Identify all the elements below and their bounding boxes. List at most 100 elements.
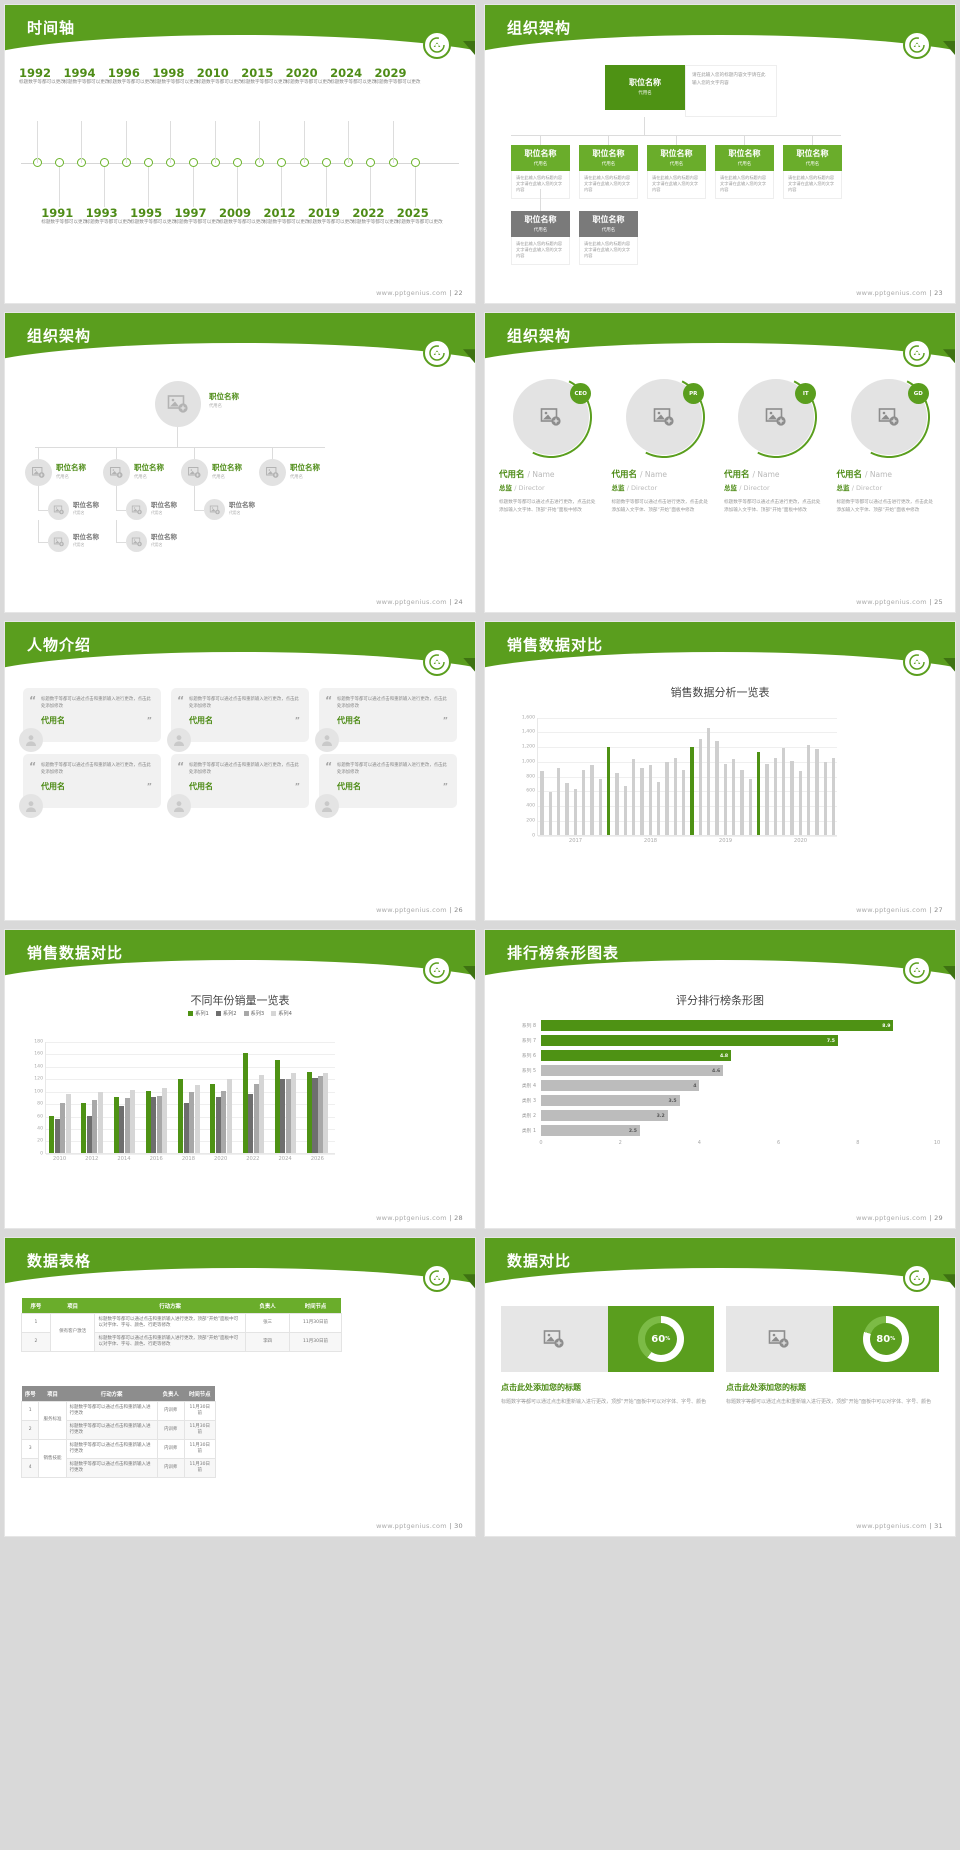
timeline-item-bottom[interactable]: 2019 标题数字等都可以更改 — [308, 207, 370, 226]
table-row[interactable]: 4 标题数字等都可以通过点击和重新输入进行更改 内训师 11月30日前 — [20, 1458, 216, 1479]
org-avatar[interactable] — [259, 459, 286, 487]
rank-row[interactable]: 类别 3 3.5 — [507, 1093, 937, 1108]
slide-23[interactable]: 组织架构 www.pptgenius.com | 23 职位名称 代用名 请在此输… — [484, 4, 956, 305]
org-node[interactable]: 职位名称 代用名 请在此输入您的标题内容文字请在此输入您的文字内容 — [579, 145, 638, 199]
image-placeholder[interactable] — [501, 1306, 608, 1373]
legend-item[interactable]: 系列4 — [271, 1010, 292, 1017]
org-avatar[interactable] — [48, 531, 69, 553]
org-avatar[interactable] — [204, 499, 225, 521]
timeline-item-bottom[interactable]: 1991 标题数字等都可以更改 — [41, 207, 103, 226]
timeline-item-bottom[interactable]: 1993 标题数字等都可以更改 — [86, 207, 148, 226]
rank-row[interactable]: 类别 1 2.5 — [507, 1123, 937, 1138]
timeline-dot[interactable] — [188, 158, 198, 167]
slide-25[interactable]: 组织架构 www.pptgenius.com | 25 CEO 代用名 / Na… — [484, 312, 956, 613]
timeline-item-top[interactable]: 1994 标题数字等都可以更改 — [63, 67, 125, 86]
org-node[interactable]: 职位名称 代用名 请在此输入您的标题内容文字请在此输入您的文字内容 — [783, 145, 842, 199]
person-avatar[interactable] — [315, 727, 339, 752]
person-avatar[interactable] — [19, 793, 43, 818]
timeline-dot[interactable] — [410, 158, 420, 167]
timeline-item-bottom[interactable]: 2012 标题数字等都可以更改 — [263, 207, 325, 226]
quote-bubble: “ ” 标题数字等都可以通过点击和重新输入进行更改，点击此处添加修改 代用名 — [319, 753, 457, 808]
org-avatar[interactable] — [126, 531, 147, 553]
person-card[interactable]: “ ” 标题数字等都可以通过点击和重新输入进行更改，点击此处添加修改 代用名 — [167, 753, 309, 818]
timeline-dot[interactable] — [321, 158, 331, 167]
compare-card[interactable]: 60% 点击此处添加您的标题 标题数字等都可以通过点击和重新输入进行更改，顶部“… — [501, 1306, 714, 1407]
slide-29[interactable]: 排行榜条形图表 www.pptgenius.com | 29 评分排行榜条形图 系… — [484, 928, 956, 1230]
team-card[interactable]: PR 代用名 / Name 总监 / Director 标题数字等都可以通过点击… — [612, 365, 717, 515]
timeline-item-top[interactable]: 2029 标题数字等都可以更改 — [375, 67, 437, 86]
table-row[interactable]: 3 销售技能 标题数字等都可以通过点击和重新输入进行更改 内训师 11月30日前 — [20, 1439, 216, 1479]
org-avatar[interactable] — [103, 459, 130, 487]
rank-track: 3.5 — [541, 1093, 937, 1108]
org-avatar[interactable] — [126, 499, 147, 521]
compare-card[interactable]: 80% 点击此处添加您的标题 标题数字等都可以通过点击和重新输入进行更改，顶部“… — [726, 1306, 939, 1407]
org-avatar[interactable] — [181, 459, 208, 487]
rank-row[interactable]: 系列 8 8.9 — [507, 1018, 937, 1033]
x-tick-label: 2026 — [310, 1155, 324, 1162]
timeline-item-bottom[interactable]: 2009 标题数字等都可以更改 — [219, 207, 281, 226]
slide-31[interactable]: 数据对比 www.pptgenius.com | 31 60% 点击此处添加您的… — [484, 1237, 956, 1538]
timeline-stem — [125, 121, 127, 163]
timeline-item-bottom[interactable]: 1997 标题数字等都可以更改 — [175, 207, 237, 226]
legend-item[interactable]: 系列3 — [243, 1010, 264, 1017]
person-card[interactable]: “ ” 标题数字等都可以通过点击和重新输入进行更改，点击此处添加修改 代用名 — [315, 753, 457, 818]
team-card[interactable]: CEO 代用名 / Name 总监 / Director 标题数字等都可以通过点… — [499, 365, 604, 515]
table-row[interactable]: 1 保有客户激活 标题数字等都可以通过点击和重新输入进行更改，顶部“开始”面板中可以… — [21, 1313, 342, 1353]
table-row[interactable]: 2 标题数字等都可以通过点击和重新输入进行更改 内训师 11月30日前 — [20, 1420, 216, 1441]
slide-26[interactable]: 人物介绍 www.pptgenius.com | 26 “ ” 标题数字等都可以… — [4, 620, 476, 921]
timeline-item-top[interactable]: 2015 标题数字等都可以更改 — [241, 67, 303, 86]
gridline — [46, 1041, 335, 1043]
org-avatar[interactable] — [48, 499, 69, 521]
timeline-item-top[interactable]: 1992 标题数字等都可以更改 — [19, 67, 81, 86]
team-card[interactable]: GD 代用名 / Name 总监 / Director 标题数字等都可以通过点击… — [837, 365, 942, 515]
org-root-avatar[interactable] — [155, 381, 201, 428]
slide-30[interactable]: 数据表格 www.pptgenius.com | 30 序号 项目 行动方案 负责人 时间… — [4, 1237, 476, 1538]
person-card[interactable]: “ ” 标题数字等都可以通过点击和重新输入进行更改，点击此处添加修改 代用名 — [315, 687, 457, 752]
slide-24[interactable]: 组织架构 www.pptgenius.com | 24 职位名称 代用名 职位名… — [4, 312, 476, 613]
slide-22[interactable]: 时间轴 www.pptgenius.com | 22 1992 标题数字等都可以… — [4, 4, 476, 305]
timeline-item-bottom[interactable]: 1995 标题数字等都可以更改 — [130, 207, 192, 226]
timeline-dot[interactable] — [99, 158, 109, 167]
rank-row[interactable]: 系列 7 7.5 — [507, 1033, 937, 1048]
rank-row[interactable]: 类别 4 4 — [507, 1078, 937, 1093]
org-node[interactable]: 职位名称 代用名 请在此输入您的标题内容文字请在此输入您的文字内容 — [715, 145, 774, 199]
timeline-dot[interactable] — [277, 158, 287, 167]
timeline-item-top[interactable]: 1996 标题数字等都可以更改 — [108, 67, 170, 86]
person-avatar[interactable] — [19, 727, 43, 752]
legend-item[interactable]: 系列2 — [215, 1010, 237, 1017]
person-avatar[interactable] — [167, 727, 191, 752]
timeline-year: 1993 — [85, 206, 118, 220]
slide-27[interactable]: 销售数据对比 www.pptgenius.com | 27 销售数据分析一览表 0 2… — [484, 620, 956, 921]
timeline-desc: 标题数字等都可以更改 — [330, 80, 377, 86]
image-placeholder[interactable] — [726, 1306, 833, 1373]
person-avatar[interactable] — [315, 793, 339, 818]
org-node-secondary[interactable]: 职位名称 代用名 请在此输入您的标题内容文字请在此输入您的文字内容 — [579, 211, 638, 265]
timeline-dot[interactable] — [55, 158, 65, 167]
timeline-item-top[interactable]: 1998 标题数字等都可以更改 — [152, 67, 214, 86]
table-row[interactable]: 2 标题数字等都可以通过点击和重新输入进行更改，顶部“开始”面板中可以对字体、字号… — [21, 1332, 342, 1353]
person-card[interactable]: “ ” 标题数字等都可以通过点击和重新输入进行更改，点击此处添加修改 代用名 — [19, 687, 161, 752]
slide-28[interactable]: 销售数据对比 www.pptgenius.com | 28 不同年份销量一览表 系列… — [4, 928, 476, 1230]
timeline-item-bottom[interactable]: 2022 标题数字等都可以更改 — [352, 207, 414, 226]
x-tick-label: 2019 — [718, 837, 733, 844]
timeline-item-bottom[interactable]: 2025 标题数字等都可以更改 — [397, 207, 459, 226]
team-card[interactable]: IT 代用名 / Name 总监 / Director 标题数字等都可以通过点击… — [724, 365, 829, 515]
legend-item[interactable]: 系列1 — [188, 1010, 209, 1017]
timeline-dot[interactable] — [366, 158, 376, 167]
org-node[interactable]: 职位名称 代用名 请在此输入您的标题内容文字请在此输入您的文字内容 — [647, 145, 706, 199]
timeline-dot[interactable] — [144, 158, 154, 167]
person-avatar[interactable] — [167, 793, 191, 818]
timeline-item-top[interactable]: 2020 标题数字等都可以更改 — [286, 67, 348, 86]
person-card[interactable]: “ ” 标题数字等都可以通过点击和重新输入进行更改，点击此处添加修改 代用名 — [167, 687, 309, 752]
rank-row[interactable]: 系列 6 4.8 — [507, 1048, 937, 1063]
table-row[interactable]: 1 服务标准 标题数字等都可以通过点击和重新输入进行更改 内训师 11月30日前 — [20, 1401, 216, 1441]
timeline-dot[interactable] — [233, 158, 242, 167]
timeline-item-top[interactable]: 2010 标题数字等都可以更改 — [197, 67, 259, 86]
org-avatar[interactable] — [25, 459, 52, 487]
org-root-node[interactable]: 职位名称 代用名 — [605, 65, 685, 110]
rank-row[interactable]: 类别 2 3.2 — [507, 1108, 937, 1123]
timeline-item-top[interactable]: 2024 标题数字等都可以更改 — [330, 67, 392, 86]
person-card[interactable]: “ ” 标题数字等都可以通过点击和重新输入进行更改，点击此处添加修改 代用名 — [19, 753, 161, 818]
rank-row[interactable]: 系列 5 4.6 — [507, 1063, 937, 1078]
org-node-secondary[interactable]: 职位名称 代用名 请在此输入您的标题内容文字请在此输入您的文字内容 — [511, 211, 570, 265]
